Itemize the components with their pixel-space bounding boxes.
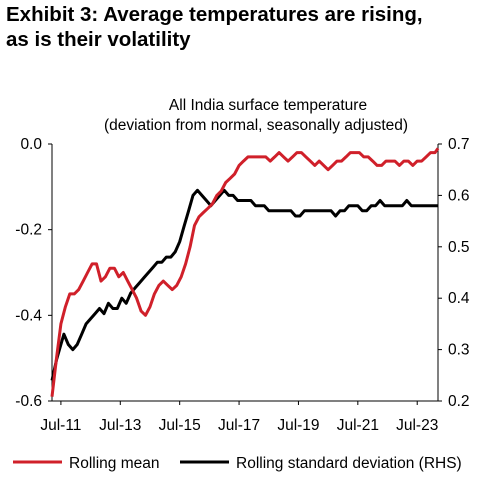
left-tick-label: -0.4 [15,307,42,324]
left-axis-ticks: -0.6 -0.4 -0.2 0.0 [15,136,52,410]
right-tick-label: 0.4 [448,290,470,307]
x-tick-label: Jul-23 [396,417,438,434]
right-tick-label: 0.5 [448,239,470,256]
chart-subtitle: (deviation from normal, seasonally adjus… [104,117,408,134]
series-line-rolling-std [50,188,438,381]
exhibit-title: Exhibit 3: Average temperatures are risi… [6,2,484,52]
right-tick-label: 0.2 [448,393,470,410]
x-tick-label: Jul-21 [337,417,379,434]
x-tick-label: Jul-19 [277,417,319,434]
series-line-rolling-mean [50,147,440,397]
right-tick-label: 0.6 [448,187,470,204]
right-axis-ticks: 0.2 0.3 0.4 0.5 0.6 0.7 [438,136,470,410]
left-tick-label: 0.0 [20,136,42,153]
x-tick-label: Jul-15 [159,417,201,434]
exhibit-title-line-2: as is their volatility [6,28,191,51]
right-tick-label: 0.7 [448,136,470,153]
left-tick-label: -0.6 [15,393,42,410]
x-tick-label: Jul-17 [218,417,260,434]
x-tick-label: Jul-13 [99,417,141,434]
legend-label-rolling-std: Rolling standard deviation (RHS) [236,455,462,472]
x-axis-ticks: Jul-11 Jul-13 Jul-15 Jul-17 Jul-19 Jul-21 Jul-… [40,401,438,434]
exhibit-title-line-1: Exhibit 3: Average temperatures are risi… [6,3,423,26]
x-tick-label: Jul-11 [40,417,81,434]
legend-label-rolling-mean: Rolling mean [69,455,159,472]
left-tick-label: -0.2 [15,222,42,239]
chart-title: All India surface temperature [169,97,367,114]
legend: Rolling mean Rolling standard deviation … [13,455,462,472]
right-tick-label: 0.3 [448,342,470,359]
